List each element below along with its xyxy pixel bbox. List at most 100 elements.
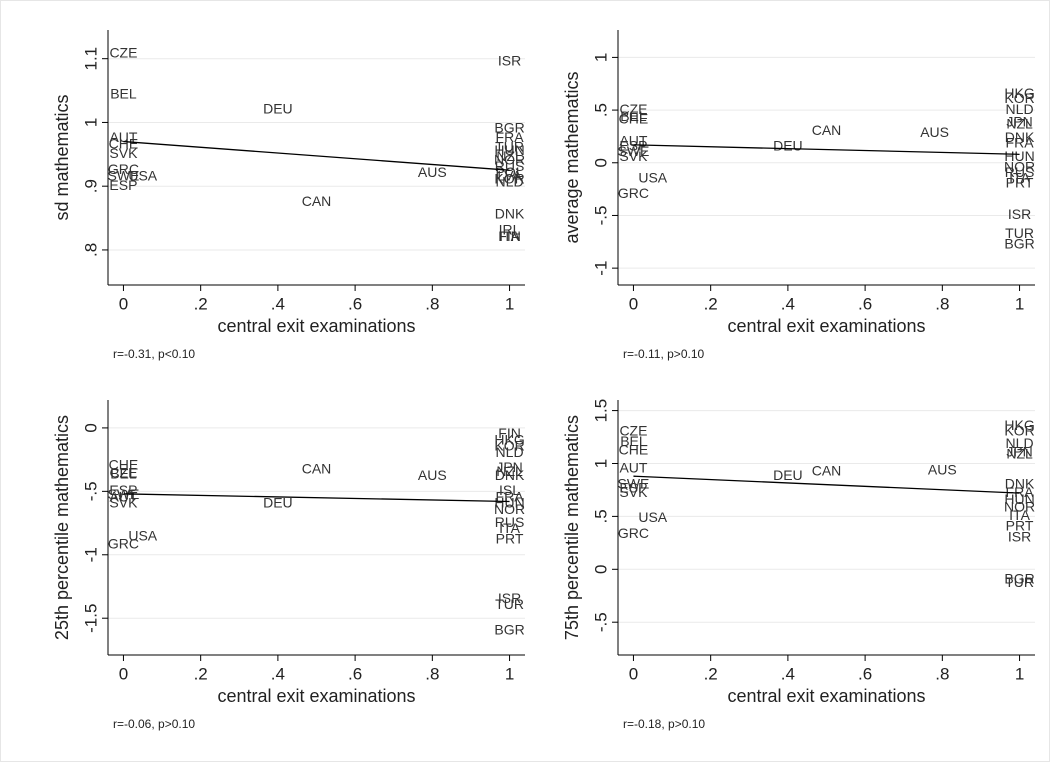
point-label: SWE [617, 143, 649, 159]
x-tick-label: .2 [194, 664, 208, 683]
point-label: DNK [1005, 475, 1035, 491]
point-label: BGR [1004, 236, 1034, 252]
point-label: DNK [1005, 129, 1035, 145]
point-label: IRL [499, 222, 521, 238]
x-tick-label: .4 [271, 294, 285, 313]
point-label: AUS [418, 467, 447, 483]
point-label: PRT [1006, 518, 1034, 534]
point-label: ESP [619, 138, 647, 154]
point-label: TUR [1005, 574, 1034, 590]
x-tick-label: .6 [348, 664, 362, 683]
point-label: ESP [109, 177, 137, 193]
x-tick-label: 1 [505, 294, 514, 313]
point-label: KOR [494, 171, 524, 187]
x-tick-label: .4 [271, 664, 285, 683]
point-label: CHE [619, 110, 649, 126]
point-label: DEU [263, 495, 293, 511]
fit-line [123, 140, 510, 171]
y-tick-label: -.5 [81, 481, 100, 501]
point-label: ITA [1009, 507, 1030, 523]
point-label: BGR [494, 622, 524, 638]
point-label: CAN [302, 460, 332, 476]
y-tick-label: -1 [81, 547, 100, 562]
point-label: ITA [499, 228, 520, 244]
x-tick-label: 0 [119, 294, 128, 313]
point-label: BGR [1004, 571, 1034, 587]
point-label: TUR [495, 139, 524, 155]
x-tick-label: .8 [935, 294, 949, 313]
point-label: HUN [1004, 491, 1034, 507]
point-label: HUN [494, 495, 524, 511]
point-label: CHE [109, 457, 139, 473]
x-tick-label: 1 [1015, 664, 1024, 683]
point-label: AUS [418, 164, 447, 180]
point-label: NLD [496, 174, 524, 190]
point-label: BEL [620, 433, 647, 449]
point-label: BGR [494, 120, 524, 136]
point-label: ITA [1009, 169, 1030, 185]
point-label: POL [496, 164, 524, 180]
point-label: DEU [263, 100, 293, 116]
x-tick-label: .8 [935, 664, 949, 683]
point-label: ESP [619, 480, 647, 496]
point-label: ISR [498, 590, 521, 606]
point-label: ISR [498, 53, 521, 69]
point-label: NOR [1004, 499, 1035, 515]
point-label: AUS [920, 124, 949, 140]
point-label: SVK [619, 484, 648, 500]
point-label: USA [638, 169, 667, 185]
point-label: FRA [496, 488, 525, 504]
point-label: FIN [498, 228, 521, 244]
point-label: DEU [773, 138, 803, 154]
point-label: HKG [494, 431, 524, 447]
x-tick-label: 0 [629, 294, 638, 313]
x-axis-title: central exit examinations [727, 686, 925, 706]
note: r=-0.11, p>0.10 [623, 347, 704, 361]
point-label: GRC [618, 185, 649, 201]
x-tick-label: .8 [425, 294, 439, 313]
fit-line [633, 144, 1020, 155]
point-label: DEU [773, 467, 803, 483]
y-tick-label: .9 [81, 179, 100, 193]
y-tick-label: -1 [591, 261, 610, 276]
point-label: FRA [1006, 135, 1035, 151]
point-label: JPN [1006, 444, 1032, 460]
point-label: JPN [1006, 113, 1032, 129]
point-label: NOR [494, 501, 525, 517]
y-tick-label: 1 [591, 459, 610, 468]
x-axis-title: central exit examinations [727, 316, 925, 336]
note: r=-0.18, p>0.10 [623, 717, 705, 731]
point-label: ISL [499, 482, 520, 498]
point-label: SWE [107, 486, 139, 502]
point-label: NOR [1004, 159, 1035, 175]
y-axis-title: 25th percentile mathematics [52, 415, 72, 640]
point-label: BEL [110, 466, 137, 482]
point-label: CHE [619, 441, 649, 457]
y-axis-title: sd mathematics [52, 94, 72, 220]
x-tick-label: 1 [1015, 294, 1024, 313]
point-label: DNK [495, 467, 525, 483]
point-label: NLD [1006, 435, 1034, 451]
point-label: FIN [498, 425, 521, 441]
y-tick-label: 1 [81, 118, 100, 127]
point-label: JPN [496, 459, 522, 475]
point-label: CAN [302, 193, 332, 209]
point-label: SVK [619, 148, 648, 164]
point-label: AUT [109, 129, 137, 145]
x-axis-title: central exit examinations [217, 316, 415, 336]
point-label: CZE [109, 464, 137, 480]
point-label: CAN [812, 463, 842, 479]
point-label: HKG [1004, 85, 1034, 101]
point-label: BEL [110, 86, 137, 102]
y-axis-title: average mathematics [562, 71, 582, 243]
x-tick-label: .6 [858, 664, 872, 683]
point-label: ITA [499, 520, 520, 536]
note: r=-0.06, p>0.10 [113, 717, 195, 731]
point-label: CZE [619, 422, 647, 438]
point-label: ISR [1008, 206, 1031, 222]
y-tick-label: -.5 [591, 206, 610, 226]
point-label: DNK [495, 206, 525, 222]
fit-line [633, 475, 1020, 494]
point-label: NZL [496, 148, 523, 164]
